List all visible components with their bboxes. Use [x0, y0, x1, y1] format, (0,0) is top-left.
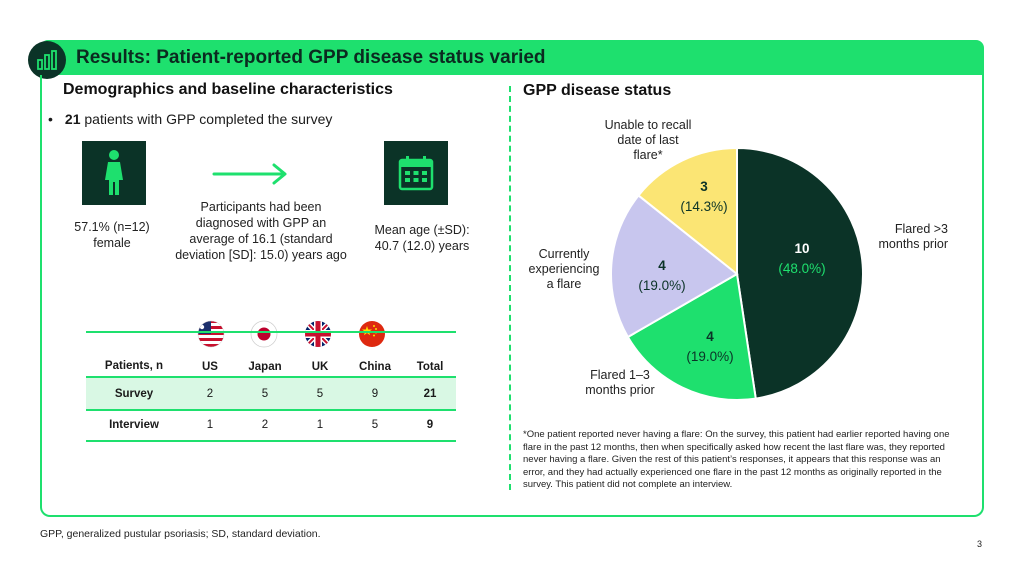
table-header-uk: UK: [311, 361, 329, 373]
bullet-patients: • 21 patients with GPP completed the surv…: [48, 111, 333, 127]
logo-badge: [28, 41, 66, 79]
table-cell: 2: [206, 388, 214, 400]
diagnosis-text: Participants had been diagnosed with GPP…: [175, 200, 347, 262]
footnote: *One patient reported never having a fla…: [523, 429, 950, 490]
uk-flag-icon: [305, 321, 331, 347]
table-header-label: Patients, n: [104, 360, 164, 372]
table-header-rule: [86, 376, 456, 378]
table-cell: 5: [316, 388, 324, 400]
table-header-total: Total: [416, 361, 444, 373]
pie-slice-flared-1-3: [626, 272, 757, 401]
label-unable-recall: Unable to recall date of last flare*: [604, 118, 692, 162]
slice-label-flared-3: 10 (48.0%): [778, 241, 826, 276]
table-top-rule: [86, 331, 456, 333]
female-stat: 57.1% (n=12) female: [74, 220, 150, 250]
calendar-icon-box: [384, 141, 448, 205]
table-cell-total: 9: [426, 419, 434, 431]
label-flared-1-3: Flared 1–3 months prior: [585, 368, 655, 397]
label-currently: Currently experiencing a flare: [528, 247, 600, 291]
slice-label-currently: 4 (19.0%): [638, 258, 686, 293]
disease-status-title: GPP disease status: [523, 82, 672, 99]
header-bar: [40, 40, 984, 75]
table-header-japan: Japan: [248, 361, 282, 373]
table-mid-rule: [86, 409, 456, 411]
table-header-china: China: [359, 361, 391, 373]
slice-label-flared-1-3: 4 (19.0%): [686, 329, 734, 364]
bullet-text: patients with GPP completed the survey: [80, 111, 333, 127]
pie-slice-flared-3: [736, 147, 864, 400]
table-header-us: US: [202, 361, 218, 373]
pie-chart: [610, 147, 864, 401]
content-panel: [40, 75, 984, 517]
china-flag-icon: [359, 321, 385, 347]
table-cell: 1: [206, 419, 214, 431]
table-row-survey-bg: [86, 378, 456, 409]
slice-label-unable: 3 (14.3%): [680, 179, 728, 214]
table-row-label: Survey: [114, 388, 154, 400]
table-cell: 1: [316, 419, 324, 431]
female-icon-box: [82, 141, 146, 205]
table-cell: 2: [261, 419, 269, 431]
bullet-count: 21: [64, 111, 81, 127]
demographics-title: Demographics and baseline characteristic…: [63, 81, 393, 98]
female-person-icon: [105, 150, 123, 195]
calendar-icon: [398, 156, 434, 191]
page-title: Results: Patient-reported GPP disease st…: [76, 47, 546, 68]
japan-flag-icon: [250, 320, 278, 348]
section-divider: [509, 86, 511, 490]
pie-slice-currently: [610, 194, 739, 339]
us-flag-icon: [197, 320, 225, 348]
table-cell-total: 21: [423, 388, 437, 400]
table-cell: 5: [261, 388, 269, 400]
abbreviations-footer: GPP, generalized pustular psoriasis; SD,…: [40, 528, 321, 540]
label-flared-3: Flared >3 months prior: [878, 222, 948, 251]
bar-chart-icon: [37, 50, 57, 70]
age-stat: Mean age (±SD): 40.7 (12.0) years: [374, 223, 470, 253]
arrow-right-icon: [212, 163, 287, 185]
table-cell: 9: [371, 388, 379, 400]
table-bottom-rule: [86, 440, 456, 442]
table-cell: 5: [371, 419, 379, 431]
table-row-label: Interview: [109, 419, 159, 431]
pie-slice-unable: [637, 147, 738, 277]
page-number: 3: [977, 539, 983, 549]
